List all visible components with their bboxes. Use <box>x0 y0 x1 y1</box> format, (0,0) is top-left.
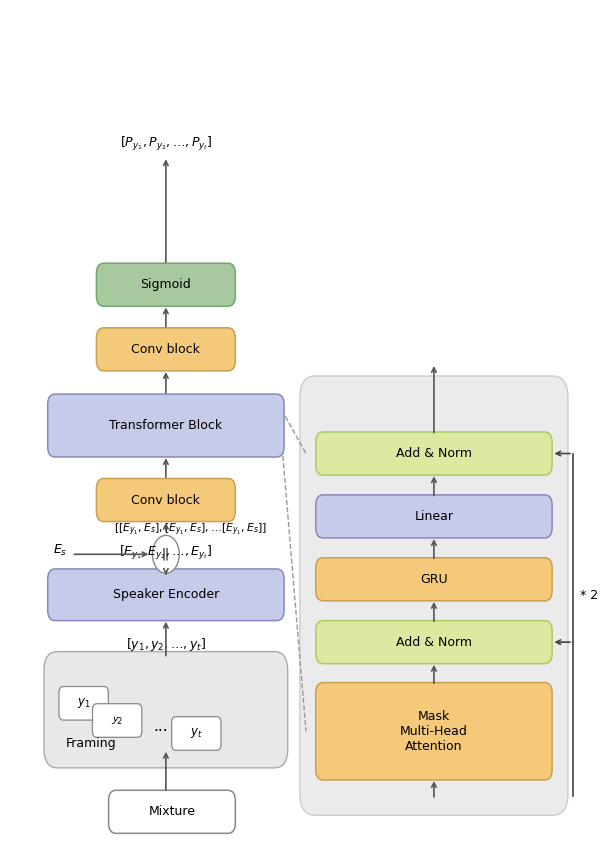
Circle shape <box>152 536 179 573</box>
Text: Mixture: Mixture <box>149 805 195 818</box>
FancyBboxPatch shape <box>300 376 568 816</box>
Text: Conv block: Conv block <box>132 493 200 506</box>
FancyBboxPatch shape <box>97 479 236 522</box>
Text: Add & Norm: Add & Norm <box>396 447 472 460</box>
FancyBboxPatch shape <box>48 394 284 457</box>
Text: ...: ... <box>154 719 168 734</box>
Text: $[y_1, y_2, \ldots, y_t]$: $[y_1, y_2, \ldots, y_t]$ <box>126 636 206 653</box>
Text: $\mathcal{y}_2$: $\mathcal{y}_2$ <box>111 714 123 727</box>
FancyBboxPatch shape <box>48 569 284 620</box>
FancyBboxPatch shape <box>92 703 142 737</box>
Text: Sigmoid: Sigmoid <box>141 278 192 291</box>
Text: ||: || <box>162 548 170 561</box>
Text: Add & Norm: Add & Norm <box>396 636 472 649</box>
Text: GRU: GRU <box>420 573 448 586</box>
FancyBboxPatch shape <box>44 651 288 768</box>
Text: $E_s$: $E_s$ <box>53 543 67 558</box>
Text: $[E_{y_1}, E_{y_2}, \ldots, E_{y_t}]$: $[E_{y_1}, E_{y_2}, \ldots, E_{y_t}]$ <box>119 544 213 562</box>
FancyBboxPatch shape <box>108 791 236 834</box>
Text: Framing: Framing <box>65 737 116 750</box>
FancyBboxPatch shape <box>316 495 552 538</box>
FancyBboxPatch shape <box>97 327 236 371</box>
Text: * 2: * 2 <box>580 589 599 602</box>
Text: $y_1$: $y_1$ <box>76 696 91 710</box>
Text: Transformer Block: Transformer Block <box>110 419 222 432</box>
FancyBboxPatch shape <box>172 716 221 750</box>
Text: $[P_{y_1}, P_{y_2}, \ldots, P_{y_t}]$: $[P_{y_1}, P_{y_2}, \ldots, P_{y_t}]$ <box>119 135 212 153</box>
FancyBboxPatch shape <box>97 264 236 306</box>
FancyBboxPatch shape <box>316 558 552 600</box>
Text: $[[E_{y_1}, E_s],[E_{y_1}, E_s],\ldots [E_{y_1}, E_s]]$: $[[E_{y_1}, E_s],[E_{y_1}, E_s],\ldots [… <box>114 522 267 538</box>
Text: Speaker Encoder: Speaker Encoder <box>113 588 219 601</box>
FancyBboxPatch shape <box>316 620 552 664</box>
Text: Linear: Linear <box>414 510 453 523</box>
Text: Mask
Multi-Head
Attention: Mask Multi-Head Attention <box>400 709 468 753</box>
Text: $y_t$: $y_t$ <box>190 727 203 740</box>
FancyBboxPatch shape <box>316 683 552 780</box>
FancyBboxPatch shape <box>316 432 552 475</box>
Text: Conv block: Conv block <box>132 343 200 356</box>
FancyBboxPatch shape <box>59 687 108 720</box>
